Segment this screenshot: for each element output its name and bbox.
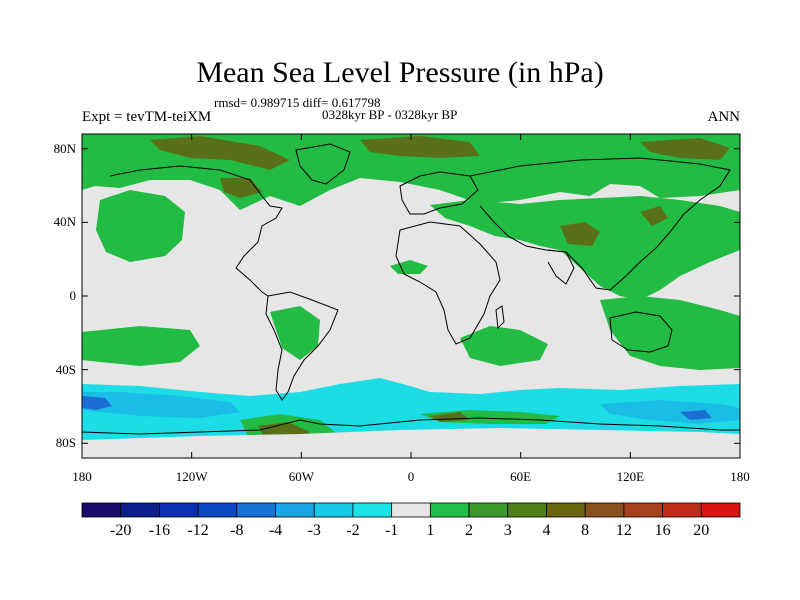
anomaly-region-southern-ocean-mid — [82, 392, 240, 418]
lat-tick-label: 40N — [53, 214, 76, 230]
colorbar-swatch — [352, 502, 393, 518]
colorbar-label: -3 — [307, 522, 321, 539]
colorbar-label: -4 — [268, 522, 283, 539]
colorbar-label: -12 — [187, 522, 209, 539]
anomaly-region-north-pacific — [96, 190, 185, 262]
anomaly-region-asia — [430, 196, 740, 300]
colorbar-swatch — [159, 502, 199, 518]
coastlines — [82, 143, 740, 435]
chart-title: Mean Sea Level Pressure (in hPa) — [196, 56, 604, 89]
anomaly-region-tibet-dark — [560, 222, 600, 246]
lat-tick-label: 40S — [55, 361, 76, 377]
coastline-asia — [469, 157, 731, 291]
colorbar-swatch — [120, 502, 160, 518]
colorbar-swatch — [236, 502, 276, 518]
period-line: 0328kyr BP - 0328kyr BP — [322, 107, 458, 122]
colorbar-label: 8 — [581, 522, 590, 539]
colorbar-label: -2 — [346, 522, 360, 539]
anomaly-region-antarctic-interior — [82, 428, 740, 458]
colorbar-swatch — [313, 502, 354, 518]
map-plot — [81, 133, 741, 459]
coastline-africa — [395, 221, 501, 345]
anomaly-region-arctic-dark-4 — [220, 178, 262, 198]
coastline-madagascar — [495, 305, 505, 330]
anomaly-region-south-atlantic — [460, 326, 548, 366]
colorbar-swatch — [429, 502, 470, 518]
colorbar-swatch — [584, 502, 625, 518]
anomaly-region-south-pacific — [82, 326, 200, 366]
colorbar-swatch — [662, 502, 702, 518]
season-label: ANN — [707, 109, 741, 125]
colorbar-label: 3 — [503, 522, 512, 539]
colorbar-swatch — [700, 502, 741, 518]
anomaly-region-maritime — [600, 296, 740, 370]
lon-tick-label: 120E — [616, 469, 645, 484]
anomaly-region-arctic-dark-2 — [360, 136, 480, 158]
experiment-label: Expt = tevTM-teiXM — [82, 109, 212, 125]
colorbar-label: 20 — [693, 522, 710, 539]
lat-tick-label: 0 — [69, 288, 77, 303]
coastline-australia — [609, 311, 673, 353]
lon-tick-label: 180 — [730, 469, 750, 484]
colorbar-label: 12 — [615, 522, 632, 539]
anomaly-region-south-america — [270, 306, 320, 360]
colorbar-swatch — [507, 502, 547, 518]
coastline-europe — [399, 171, 479, 215]
lon-tick-label: 60W — [288, 469, 314, 484]
colorbar-label: 1 — [426, 522, 435, 539]
colorbar-label: 2 — [465, 522, 474, 539]
colorbar-label: -8 — [230, 522, 244, 539]
colorbar-swatch — [546, 502, 586, 518]
lat-tick-label: 80N — [53, 140, 76, 156]
colorbar-label: -20 — [110, 522, 132, 539]
lon-tick-label: 120W — [175, 469, 208, 484]
axis-ticks — [81, 134, 741, 458]
coastline-north-america — [109, 165, 283, 297]
lon-tick-label: 0 — [407, 469, 415, 484]
colorbar-label: -16 — [148, 522, 171, 539]
colorbar-swatch — [468, 502, 509, 518]
lat-tick-label: 80S — [55, 435, 76, 451]
colorbar-swatch — [623, 502, 663, 518]
anomaly-region-southern-ocean-dark-2 — [680, 410, 712, 420]
coastline-antarctica — [82, 417, 740, 435]
colorbar-swatch — [275, 502, 315, 518]
colorbar-label: -1 — [384, 522, 399, 539]
colorbar-label: 16 — [654, 522, 671, 539]
lon-tick-label: 180 — [72, 469, 92, 484]
coastline-greenland — [295, 143, 351, 185]
colorbar — [81, 502, 741, 518]
colorbar-swatch — [197, 502, 238, 518]
anomaly-region-asia-dark — [640, 206, 668, 226]
lon-tick-label: 60E — [510, 469, 532, 484]
anomaly-region-arctic-dark — [150, 136, 290, 170]
coastline-south-america — [265, 291, 339, 401]
coastline-india — [547, 249, 575, 285]
colorbar-label: 4 — [542, 522, 551, 539]
anomaly-region-southern-ocean-dark — [82, 396, 112, 410]
anomaly-region-arctic-dark-3 — [640, 138, 730, 160]
colorbar-swatch — [81, 502, 122, 518]
stats-line: rmsd= 0.989715 diff= 0.617798 — [214, 95, 381, 110]
colorbar-swatch — [391, 502, 431, 518]
